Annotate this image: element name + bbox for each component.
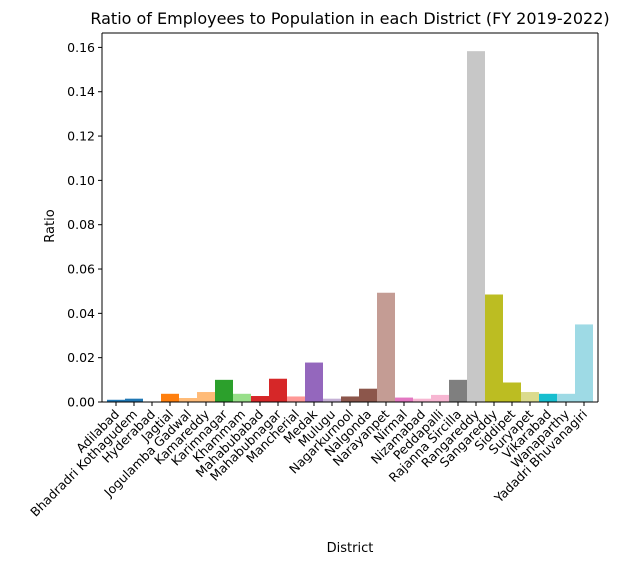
bar [305, 362, 323, 402]
y-tick-label: 0.10 [67, 173, 95, 188]
bar [179, 398, 197, 402]
bar [269, 378, 287, 402]
bar [539, 393, 557, 402]
y-tick-label: 0.12 [67, 129, 95, 144]
bar [449, 379, 467, 402]
bar [215, 379, 233, 402]
y-tick-label: 0.14 [67, 84, 95, 99]
y-tick-label: 0.04 [67, 306, 95, 321]
plot-area: 0.000.020.040.060.080.100.120.140.16Adil… [27, 32, 599, 520]
bar [575, 324, 593, 402]
y-tick-label: 0.06 [67, 262, 95, 277]
bar [377, 292, 395, 402]
bar [233, 393, 251, 402]
bar [125, 398, 143, 402]
bar [485, 294, 503, 402]
bar [287, 396, 305, 402]
y-tick-label: 0.02 [67, 350, 95, 365]
bar [503, 382, 521, 402]
bar [161, 393, 179, 402]
bar [413, 398, 431, 402]
y-tick-label: 0.00 [67, 395, 95, 410]
bar [341, 396, 359, 402]
bar [557, 393, 575, 402]
bar [197, 392, 215, 402]
bar [467, 51, 485, 403]
bar [521, 392, 539, 402]
y-tick-label: 0.08 [67, 217, 95, 232]
bar [107, 399, 125, 402]
bar [431, 394, 449, 402]
chart-title: Ratio of Employees to Population in each… [90, 9, 609, 28]
bar [251, 396, 269, 402]
bar [395, 397, 413, 402]
bar [323, 398, 341, 402]
x-axis-label: District [327, 541, 374, 556]
y-tick-label: 0.16 [67, 40, 95, 55]
x-tick-label: Bhadradri Kothagudem [27, 407, 140, 520]
bar [359, 388, 377, 402]
y-axis-label: Ratio [43, 209, 58, 242]
